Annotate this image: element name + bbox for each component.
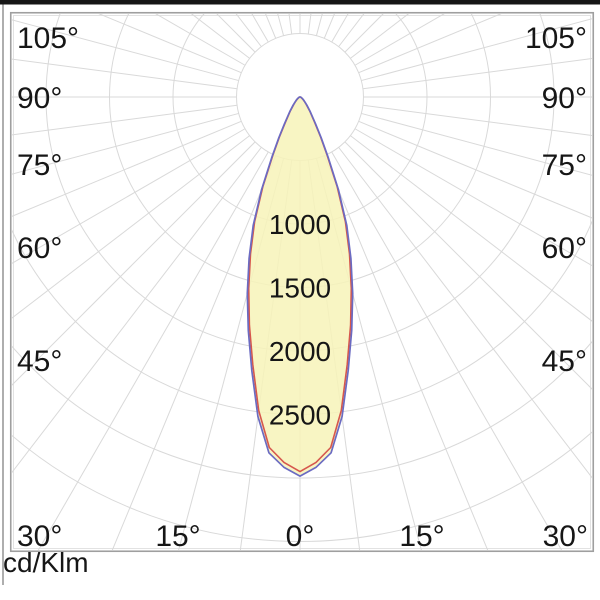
grid-spoke bbox=[12, 104, 238, 136]
angle-label-right: 60° bbox=[542, 232, 587, 265]
grid-spoke bbox=[358, 14, 502, 74]
angle-label-bottom: 15° bbox=[155, 520, 200, 553]
angle-label-left: 75° bbox=[17, 149, 62, 182]
grid-spoke bbox=[12, 112, 239, 175]
plot-border-outer bbox=[9, 11, 595, 553]
grid-spoke bbox=[12, 120, 242, 217]
angle-label-bottom: 30° bbox=[543, 520, 588, 553]
grid-spoke bbox=[307, 14, 312, 35]
angle-label-left: 90° bbox=[17, 82, 62, 115]
grid-spoke bbox=[358, 120, 592, 219]
grid-spoke bbox=[354, 128, 592, 267]
grid-spoke bbox=[361, 112, 592, 176]
grid-spoke bbox=[288, 14, 293, 35]
grid-spoke bbox=[37, 151, 269, 550]
grid-spoke bbox=[331, 151, 563, 550]
angle-label-right: 45° bbox=[542, 345, 587, 378]
grid-spoke bbox=[12, 19, 239, 82]
grid-spoke bbox=[362, 104, 592, 136]
ring-value-label: 1500 bbox=[269, 273, 331, 304]
angle-label-bottom: 0° bbox=[286, 520, 315, 553]
grid-spoke bbox=[98, 14, 242, 74]
grid-spoke bbox=[338, 147, 592, 479]
angle-label-right: 105° bbox=[525, 22, 587, 55]
angle-label-bottom: 30° bbox=[17, 520, 62, 553]
grid-spoke bbox=[12, 135, 250, 319]
beam-curve-c90-c270 bbox=[246, 96, 354, 477]
angle-label-left: 45° bbox=[17, 345, 62, 378]
ring-value-label: 1000 bbox=[269, 209, 331, 240]
grid-spoke bbox=[361, 18, 592, 82]
unit-label: cd/Klm bbox=[3, 547, 89, 578]
angle-label-left: 105° bbox=[17, 22, 79, 55]
angle-label-left: 60° bbox=[17, 232, 62, 265]
grid-spoke bbox=[344, 141, 592, 390]
grid-spoke bbox=[323, 155, 489, 550]
grid-spoke bbox=[12, 141, 256, 386]
grid-spoke bbox=[12, 147, 262, 474]
angle-label-right: 90° bbox=[542, 82, 587, 115]
angle-label-bottom: 15° bbox=[399, 520, 444, 553]
beam-fill bbox=[247, 97, 353, 477]
grid-spoke bbox=[362, 58, 592, 90]
plot-border-inner bbox=[13, 15, 591, 549]
grid-spoke bbox=[12, 128, 246, 264]
top-bar bbox=[0, 0, 600, 5]
grid-spoke bbox=[12, 58, 238, 90]
ring-value-label: 2500 bbox=[269, 400, 331, 431]
grid-spoke bbox=[111, 155, 277, 550]
angle-label-right: 75° bbox=[542, 149, 587, 182]
grid-spoke bbox=[350, 135, 592, 322]
ring-value-label: 2000 bbox=[269, 336, 331, 367]
